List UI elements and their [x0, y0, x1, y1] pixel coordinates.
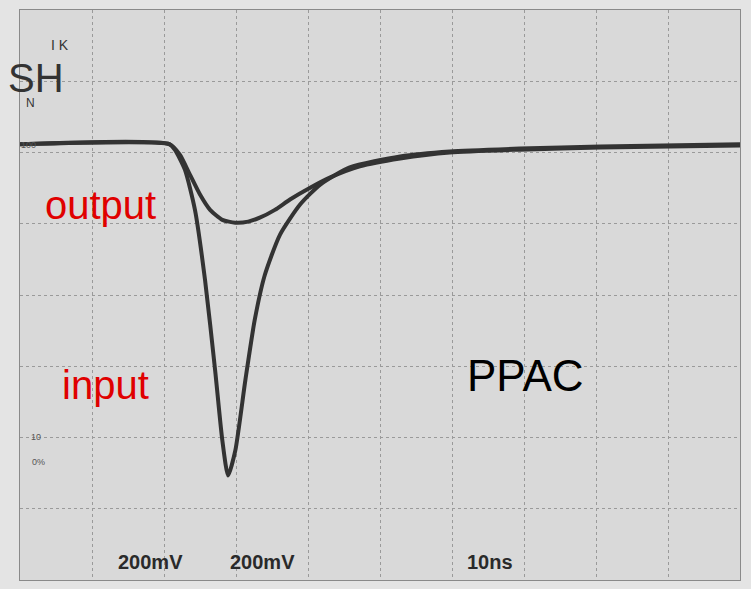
svg-text:10ns: 10ns [467, 551, 513, 573]
svg-text:10: 10 [31, 432, 41, 442]
svg-text:N: N [26, 96, 35, 110]
svg-text:100: 100 [21, 140, 36, 150]
svg-text:output: output [45, 183, 156, 227]
svg-text:200mV: 200mV [230, 551, 295, 573]
svg-text:0%: 0% [32, 457, 45, 467]
svg-text:I K: I K [51, 37, 69, 53]
svg-text:SH: SH [8, 56, 64, 100]
svg-text:input: input [62, 363, 149, 407]
svg-text:200mV: 200mV [118, 551, 183, 573]
svg-text:PPAC: PPAC [467, 351, 584, 400]
